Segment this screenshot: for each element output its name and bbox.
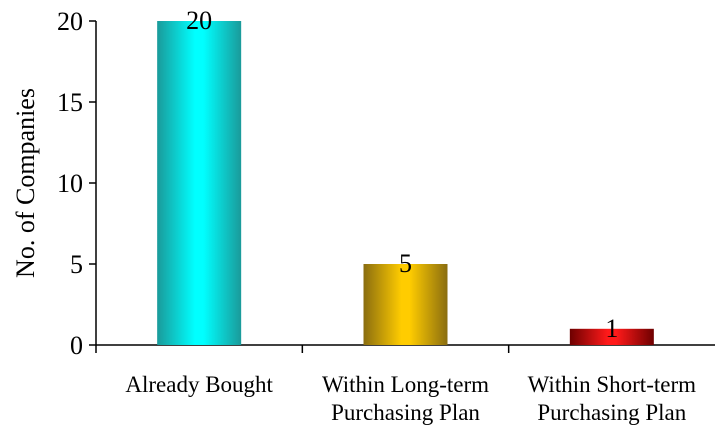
y-axis-title: No. of Companies — [11, 88, 40, 278]
data-label: 20 — [186, 6, 212, 35]
data-label: 1 — [605, 314, 618, 343]
x-category-label: Already Bought — [125, 372, 273, 397]
y-tick-label: 5 — [70, 250, 83, 279]
y-tick-label: 10 — [57, 169, 83, 198]
data-label: 5 — [399, 249, 412, 278]
y-tick-label: 0 — [70, 331, 83, 360]
y-tick-label: 15 — [57, 88, 83, 117]
labels: 20 Already Bought 5 Within Long-term Purchas… — [125, 6, 696, 425]
bars — [157, 21, 654, 345]
x-category-label: Within Long-term Purchasing Plan — [322, 372, 489, 425]
bar — [569, 328, 654, 345]
y-tick-label: 20 — [57, 7, 83, 36]
x-category-label: Within Short-term Purchasing Plan — [528, 372, 696, 425]
bar — [157, 21, 242, 345]
bar — [363, 264, 448, 345]
